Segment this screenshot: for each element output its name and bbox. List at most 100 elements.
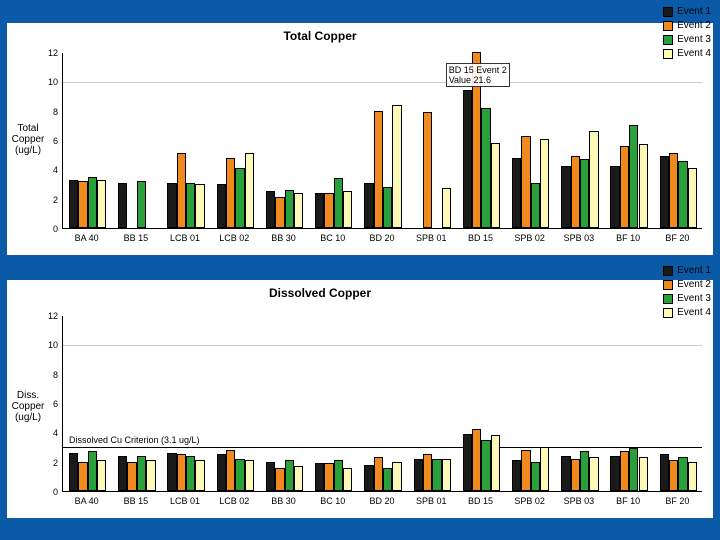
bar <box>315 193 324 228</box>
chart2-plot: Dissolved Cu Criterion (3.1 ug/L) <box>62 316 702 492</box>
y-tick: 8 <box>38 107 58 117</box>
bar <box>561 166 570 228</box>
bar <box>688 462 697 491</box>
y-tick: 0 <box>38 224 58 234</box>
bar <box>186 456 195 491</box>
y-tick: 6 <box>38 399 58 409</box>
x-tick: SPB 03 <box>564 496 595 506</box>
bar <box>512 460 521 491</box>
bar <box>294 193 303 228</box>
legend-label: Event 1 <box>677 264 711 278</box>
x-tick: BB 30 <box>271 233 296 243</box>
legend-label: Event 2 <box>677 278 711 292</box>
bar <box>334 460 343 491</box>
bar <box>531 183 540 228</box>
y-tick: 4 <box>38 428 58 438</box>
bar <box>118 456 127 491</box>
bar <box>491 435 500 491</box>
bar <box>364 183 373 228</box>
y-tick: 4 <box>38 165 58 175</box>
chart2-title: Dissolved Copper <box>7 286 633 300</box>
bar <box>531 462 540 491</box>
bar <box>432 459 441 491</box>
bar <box>226 450 235 491</box>
bar <box>442 459 451 491</box>
bar <box>463 90 472 228</box>
bar <box>343 191 352 228</box>
x-tick: BD 15 <box>468 233 493 243</box>
x-tick: SPB 02 <box>514 233 545 243</box>
annotation: BD 15 Event 2Value 21.6 <box>446 63 510 87</box>
x-tick: LCB 02 <box>219 496 249 506</box>
bar <box>195 184 204 228</box>
grid-line <box>63 82 702 83</box>
y-tick: 12 <box>38 311 58 321</box>
bar <box>294 466 303 491</box>
legend-item: Event 3 <box>663 292 711 306</box>
bar <box>324 463 333 491</box>
bar <box>285 190 294 228</box>
bar <box>589 131 598 228</box>
bar <box>177 153 186 228</box>
bar <box>343 468 352 491</box>
bar <box>423 454 432 491</box>
bar <box>629 448 638 491</box>
bar <box>442 188 451 228</box>
legend-item: Event 1 <box>663 264 711 278</box>
bar <box>660 454 669 491</box>
y-tick: 2 <box>38 195 58 205</box>
x-tick: BC 10 <box>320 496 345 506</box>
bar <box>620 451 629 491</box>
x-tick: BD 15 <box>468 496 493 506</box>
bar <box>167 183 176 228</box>
y-tick: 12 <box>38 48 58 58</box>
bar <box>521 450 530 491</box>
bar <box>660 156 669 228</box>
criterion-label: Dissolved Cu Criterion (3.1 ug/L) <box>67 435 202 445</box>
legend-swatch <box>663 280 673 290</box>
x-tick: BF 10 <box>616 233 640 243</box>
bar <box>463 434 472 491</box>
bar <box>195 460 204 491</box>
y-tick: 0 <box>38 487 58 497</box>
x-tick: BD 20 <box>369 233 394 243</box>
bar <box>97 460 106 491</box>
bar <box>315 463 324 491</box>
bar <box>521 136 530 228</box>
bar <box>423 112 432 228</box>
bar <box>78 462 87 491</box>
x-tick: BB 15 <box>124 496 149 506</box>
x-tick: SPB 02 <box>514 496 545 506</box>
bar <box>688 168 697 228</box>
bar <box>217 454 226 491</box>
legend-swatch <box>663 266 673 276</box>
bar <box>561 456 570 491</box>
bar <box>374 457 383 491</box>
bar <box>245 460 254 491</box>
bar <box>245 153 254 228</box>
y-tick: 6 <box>38 136 58 146</box>
bar <box>414 459 423 491</box>
bar <box>383 468 392 491</box>
bar <box>118 183 127 228</box>
legend-label: Event 3 <box>677 33 711 47</box>
x-tick: BD 20 <box>369 496 394 506</box>
y-tick: 8 <box>38 370 58 380</box>
legend-label: Event 1 <box>677 5 711 19</box>
x-tick: SPB 01 <box>416 496 447 506</box>
bar <box>678 457 687 491</box>
chart1-plot <box>62 53 702 229</box>
legend-label: Event 2 <box>677 19 711 33</box>
bar <box>127 462 136 491</box>
bar <box>629 125 638 228</box>
criterion-line <box>63 447 702 448</box>
bar <box>97 180 106 228</box>
bar <box>610 456 619 491</box>
bar <box>235 459 244 491</box>
bar <box>177 454 186 491</box>
bar <box>580 159 589 228</box>
x-tick: SPB 01 <box>416 233 447 243</box>
bar <box>392 462 401 491</box>
bar <box>137 456 146 491</box>
bar <box>639 144 648 228</box>
